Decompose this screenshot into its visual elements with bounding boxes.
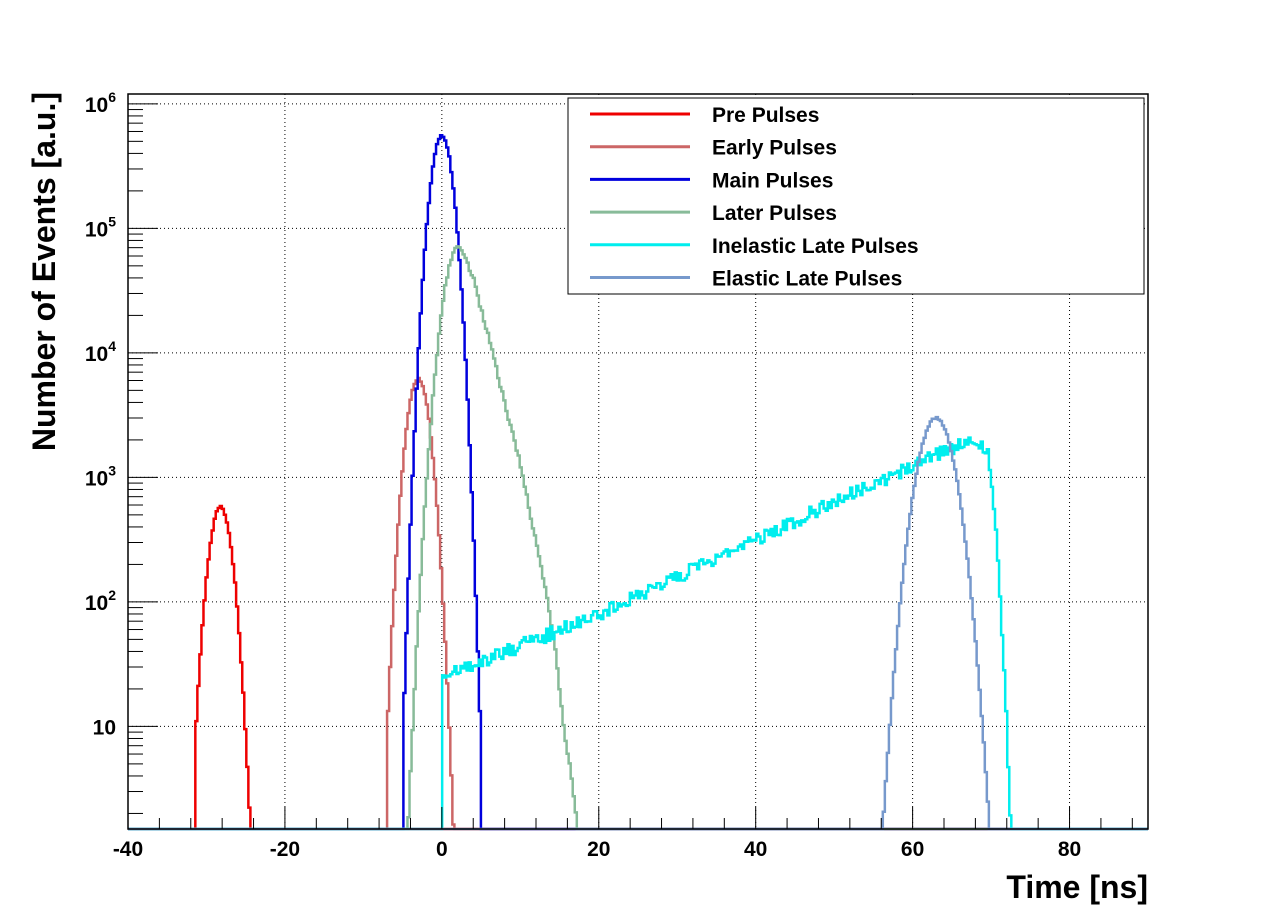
y-ticks: 10 102 103 104 105 106 — [85, 89, 158, 814]
x-tick-label: 40 — [744, 838, 767, 861]
legend-label: Main Pulses — [712, 169, 833, 192]
x-tick-label: -20 — [270, 838, 300, 861]
legend: Pre Pulses Early Pulses Main Pulses Later P… — [567, 97, 1145, 295]
legend-label: Early Pulses — [712, 137, 837, 160]
x-tick-label: -40 — [113, 838, 143, 861]
x-axis-title: Time [ns] — [1006, 869, 1148, 905]
x-tick-label: 0 — [436, 838, 448, 861]
y-axis-title: Number of Events [a.u.] — [26, 92, 62, 451]
y-tick-label: 102 — [85, 587, 116, 615]
y-tick-label: 106 — [85, 89, 116, 117]
x-tick-label: 60 — [901, 838, 924, 861]
y-tick-label: 104 — [85, 338, 116, 366]
legend-box — [567, 97, 1145, 295]
y-tick-label: 105 — [85, 213, 116, 241]
x-tick-label: 80 — [1058, 838, 1081, 861]
legend-label: Pre Pulses — [712, 104, 819, 127]
legend-label: Inelastic Late Pulses — [712, 235, 919, 258]
x-ticks: -40 -20 0 20 40 60 80 — [113, 807, 1133, 861]
y-tick-label: 103 — [85, 462, 116, 490]
x-tick-label: 20 — [587, 838, 610, 861]
legend-label: Elastic Late Pulses — [712, 268, 902, 291]
plot-frame — [127, 93, 1149, 830]
legend-label: Later Pulses — [712, 202, 837, 225]
legend-entries: Pre Pulses Early Pulses Main Pulses Later P… — [590, 104, 919, 291]
y-tick-label: 10 — [93, 716, 116, 739]
